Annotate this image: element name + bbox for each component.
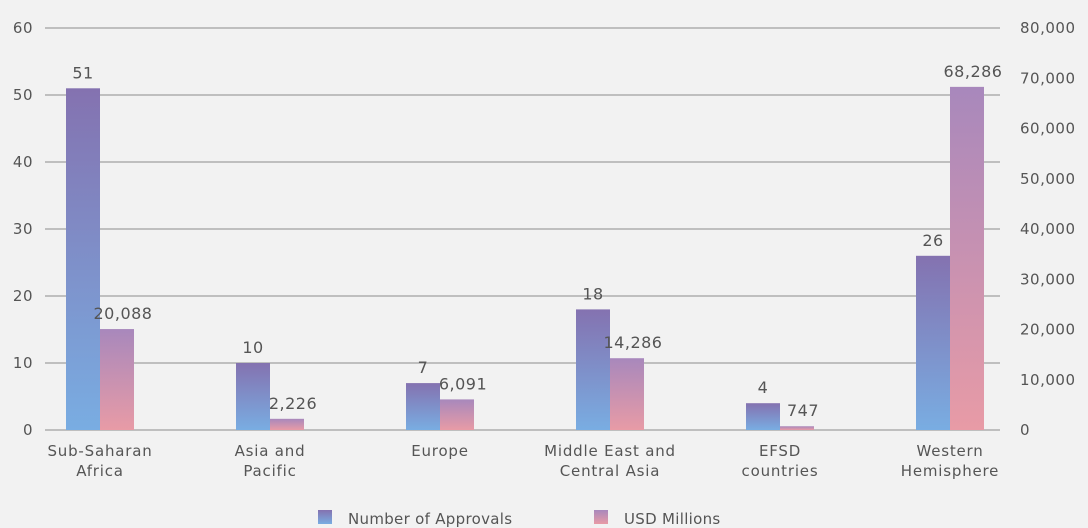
left-axis-tick-label: 30 — [13, 220, 33, 238]
usd-bar — [270, 418, 304, 430]
category-label-line: Pacific — [243, 462, 296, 480]
category-label-line: Sub-Saharan — [47, 442, 152, 460]
right-axis-tick-label: 10,000 — [1020, 371, 1076, 389]
usd-value-label: 2,226 — [269, 394, 317, 413]
approvals-bar — [236, 363, 270, 430]
left-axis-ticks: 0 10 20 30 40 50 60 — [13, 19, 33, 439]
category-label-line: EFSD — [759, 442, 801, 460]
category-label: Western Hemisphere — [901, 442, 999, 480]
category-label-line: Hemisphere — [901, 462, 999, 480]
usd-bar — [780, 426, 814, 430]
usd-bar — [100, 329, 134, 430]
left-axis-tick-label: 60 — [13, 19, 33, 37]
category-label-line: Africa — [76, 462, 124, 480]
approvals-value-label: 26 — [922, 231, 943, 250]
right-axis-tick-label: 0 — [1020, 421, 1030, 439]
category-label: Middle East and Central Asia — [544, 442, 676, 480]
left-axis-tick-label: 0 — [23, 421, 33, 439]
approvals-value-label: 18 — [582, 284, 603, 303]
category-label: Asia and Pacific — [235, 442, 306, 480]
left-axis-tick-label: 10 — [13, 354, 33, 372]
category-label: EFSD countries — [742, 442, 819, 480]
right-axis-tick-label: 70,000 — [1020, 69, 1076, 87]
right-axis-tick-label: 20,000 — [1020, 321, 1076, 339]
right-axis-ticks: 0 10,000 20,000 30,000 40,000 50,000 60,000 70,… — [1020, 19, 1076, 439]
approvals-bar — [406, 383, 440, 430]
usd-bar — [950, 86, 984, 430]
approvals-bar — [916, 255, 950, 430]
usd-value-label: 14,286 — [604, 333, 663, 352]
left-axis-tick-label: 40 — [13, 153, 33, 171]
category-label: Europe — [411, 442, 469, 460]
usd-bar — [440, 399, 474, 430]
right-axis-tick-label: 40,000 — [1020, 220, 1076, 238]
legend: Number of Approvals USD Millions — [318, 510, 721, 528]
usd-value-label: 6,091 — [439, 374, 487, 393]
usd-value-label: 20,088 — [94, 304, 153, 323]
right-axis-tick-label: 80,000 — [1020, 19, 1076, 37]
category-label-line: Middle East and — [544, 442, 676, 460]
category-label-line: Western — [916, 442, 983, 460]
value-labels: 51 20,088 10 2,226 7 6,091 18 14,286 4 747 26 68,28… — [72, 62, 1002, 420]
right-axis-tick-label: 50,000 — [1020, 170, 1076, 188]
approvals-value-label: 51 — [72, 63, 93, 82]
right-axis-tick-label: 30,000 — [1020, 270, 1076, 288]
category-label-line: countries — [742, 462, 819, 480]
category-label-line: Asia and — [235, 442, 306, 460]
approvals-value-label: 10 — [242, 338, 263, 357]
approvals-value-label: 4 — [758, 378, 769, 397]
category-label: Sub-Saharan Africa — [47, 442, 152, 480]
approvals-bar — [66, 88, 100, 431]
approvals-bar — [576, 309, 610, 430]
category-labels: Sub-Saharan Africa Asia and Pacific Europe Mi… — [47, 442, 999, 480]
usd-bar — [610, 358, 644, 430]
gridlines — [45, 27, 1000, 431]
bars — [66, 86, 984, 431]
left-axis-tick-label: 50 — [13, 86, 33, 104]
right-axis-tick-label: 60,000 — [1020, 120, 1076, 138]
left-axis-tick-label: 20 — [13, 287, 33, 305]
usd-value-label: 68,286 — [944, 62, 1003, 81]
category-label-line: Central Asia — [560, 462, 660, 480]
legend-approvals-swatch — [318, 510, 332, 524]
category-label-line: Europe — [411, 442, 469, 460]
legend-usd-label: USD Millions — [624, 510, 721, 528]
legend-approvals-label: Number of Approvals — [348, 510, 512, 528]
approvals-bar — [746, 403, 780, 430]
legend-usd-swatch — [594, 510, 608, 524]
approvals-value-label: 7 — [418, 358, 429, 377]
usd-value-label: 747 — [787, 401, 819, 420]
